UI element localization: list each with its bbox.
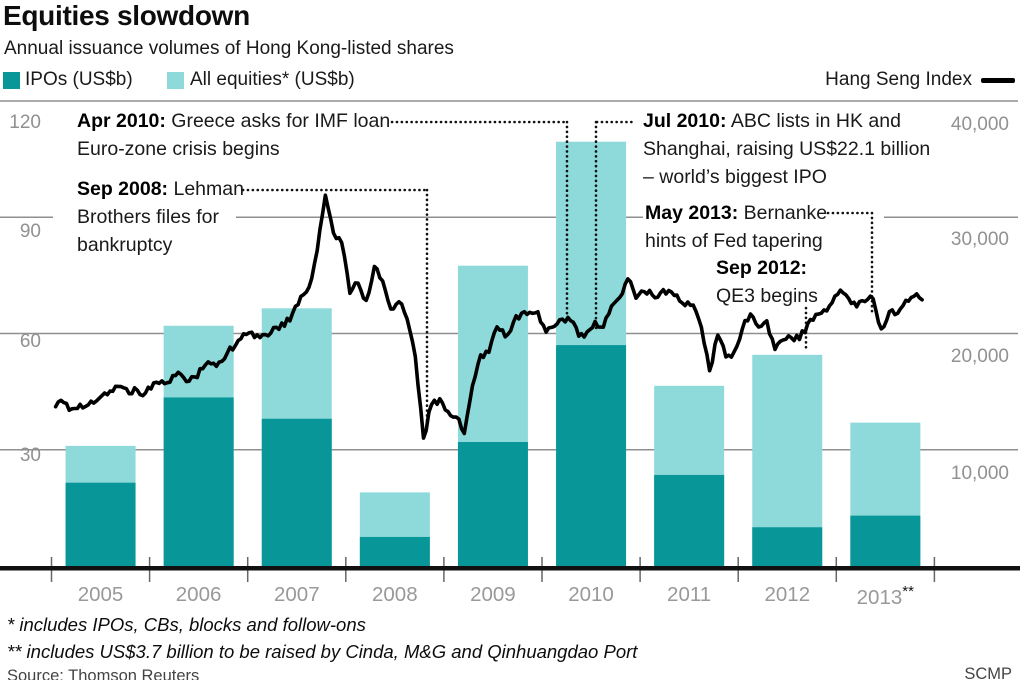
annotation-date: Apr 2010: [77, 110, 166, 132]
hang-seng-legend-line [981, 78, 1015, 83]
year-text: 2008 [371, 583, 418, 606]
year-text: 2007 [273, 583, 320, 606]
year-text: 2009 [470, 583, 516, 606]
x-axis-year-label: 2012 [738, 583, 836, 607]
ipo-bar [654, 474, 725, 566]
annotation-date: Sep 2008: [77, 178, 169, 200]
annotation-date: May 2013: [645, 202, 739, 224]
x-axis-year-label: 2005 [52, 583, 150, 607]
footnote-2: ** includes US$3.7 billion to be raised … [7, 641, 638, 662]
chart-subtitle: Annual issuance volumes of Hong Kong-lis… [4, 38, 454, 59]
annotation-sep-2008: Sep 2008: Lehman Brothers files for bank… [77, 175, 244, 259]
right-axis-label: 10,000 [950, 463, 1009, 484]
annotation-text: Greece asks for IMF loan [171, 110, 391, 132]
source-credit: Source: Thomson Reuters [7, 667, 200, 680]
ipo-bar [752, 527, 823, 566]
left-axis-label: 30 [19, 445, 41, 466]
year-text: 2005 [77, 583, 124, 606]
x-axis-year-label: 2011 [640, 583, 738, 607]
ipo-bar [850, 515, 921, 566]
ipo-bar [163, 397, 234, 566]
year-text: 2013 [856, 585, 903, 609]
footnote-marker: ** [902, 583, 914, 600]
x-axis-year-label: 2010 [542, 583, 640, 607]
annotation-text: Brothers files for [77, 206, 219, 228]
x-axis-year-label: 2009 [444, 583, 542, 607]
ipo-bar [556, 345, 627, 566]
annotation-sep-2012: Sep 2012: QE3 begins [716, 254, 818, 310]
ipo-legend-swatch [3, 72, 20, 89]
all-equities-legend-label: All equities* (US$b) [190, 69, 355, 90]
annotation-text: hints of Fed tapering [645, 230, 823, 252]
x-axis [0, 566, 1020, 571]
year-text: 2006 [175, 583, 222, 606]
annotation-date: Jul 2010: [643, 110, 727, 132]
right-axis-label: 20,000 [950, 346, 1009, 367]
footnote-1: * includes IPOs, CBs, blocks and follow-… [7, 614, 366, 635]
annotation-text: Shanghai, raising US$22.1 billion [643, 138, 931, 160]
ipo-bar [359, 536, 430, 566]
right-axis-label: 40,000 [950, 114, 1009, 135]
hang-seng-legend-label: Hang Seng Index [825, 69, 972, 90]
page-title: Equities slowdown [3, 0, 250, 31]
ipo-bar [261, 418, 332, 566]
annotation-date: Sep 2012: [716, 257, 808, 279]
x-axis-year-label: 2007 [248, 583, 346, 607]
x-axis-year-label: 2008 [346, 583, 444, 607]
annotation-text: bankruptcy [77, 234, 173, 256]
annotation-text: Bernanke [743, 202, 828, 224]
annotation-text: – world’s biggest IPO [643, 166, 827, 188]
x-axis-year-label: 2013** [836, 583, 934, 610]
annotation-may-2013: May 2013: Bernanke hints of Fed tapering [645, 199, 827, 255]
left-axis-label: 60 [19, 331, 41, 352]
annotation-text: Lehman [173, 178, 244, 200]
hang-seng-line [53, 193, 924, 440]
all-equities-legend-swatch [167, 72, 184, 89]
annotation-text: Euro-zone crisis begins [77, 138, 280, 160]
ipo-bar [457, 442, 528, 566]
annotation-text: QE3 begins [716, 285, 818, 307]
year-text: 2011 [667, 583, 712, 606]
annotation-jul-2010: Jul 2010: ABC lists in HK and Shanghai, … [643, 107, 930, 191]
x-axis-year-label: 2006 [150, 583, 248, 607]
year-text: 2012 [764, 583, 811, 606]
left-axis-label: 120 [9, 112, 41, 133]
right-axis-label: 30,000 [950, 229, 1009, 250]
annotation-apr-2010: Apr 2010: Greece asks for IMF loan Euro-… [77, 107, 390, 163]
ipo-legend-label: IPOs (US$b) [25, 69, 133, 90]
annotation-text: ABC lists in HK and [730, 110, 901, 132]
publisher-credit: SCMP [964, 665, 1012, 680]
year-text: 2010 [568, 583, 614, 606]
ipo-bar [65, 482, 136, 566]
left-axis-label: 90 [19, 221, 41, 242]
